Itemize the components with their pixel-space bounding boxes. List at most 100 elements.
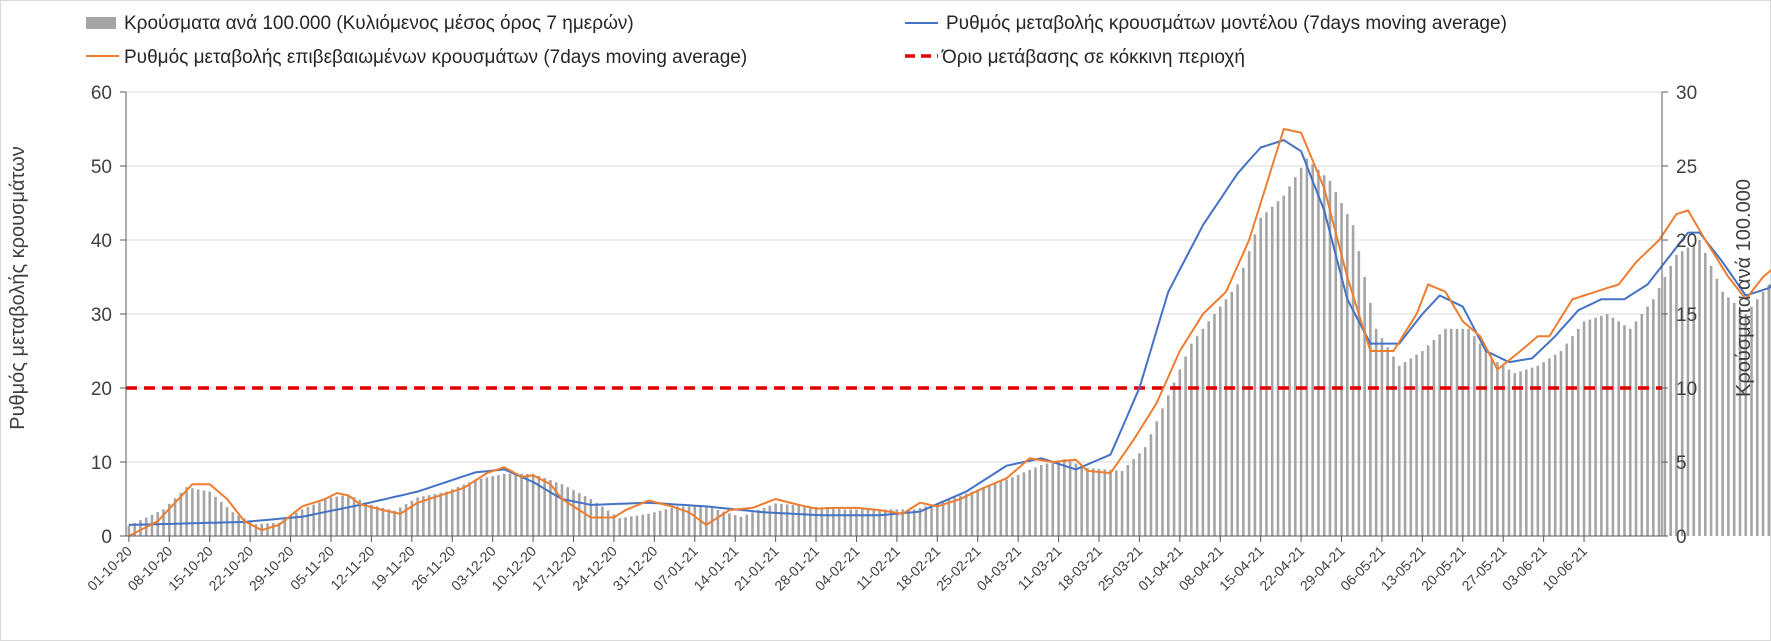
bar (248, 521, 252, 536)
bar (450, 489, 454, 536)
bar (416, 497, 419, 536)
bar (375, 506, 379, 536)
bar (1588, 319, 1592, 536)
bar (941, 501, 945, 536)
bar (1126, 464, 1130, 536)
bar (1386, 347, 1390, 536)
bar (219, 501, 223, 536)
bar (1294, 177, 1297, 536)
right-y-tick-label: 5 (1676, 453, 1687, 474)
bar (832, 508, 835, 536)
bar (1299, 167, 1303, 536)
bar (728, 513, 731, 536)
bar (502, 473, 506, 536)
left-y-tick-label: 0 (101, 527, 112, 548)
bar (982, 487, 985, 536)
bar (872, 509, 876, 536)
bar (1686, 247, 1690, 536)
bar (1276, 201, 1280, 536)
right-y-axis-title: Κρούσματα ανά 100.000 (1733, 179, 1755, 397)
bar (762, 507, 766, 536)
bar (191, 488, 194, 536)
bar (485, 477, 489, 536)
bar (1657, 288, 1661, 536)
bar (774, 503, 777, 536)
bar (1392, 356, 1395, 536)
bar (676, 506, 679, 536)
bar (947, 499, 951, 536)
bar (797, 505, 801, 536)
left-y-tick-label: 50 (91, 157, 112, 178)
bar (1426, 345, 1430, 536)
bar (1715, 278, 1719, 536)
bar (1086, 467, 1089, 536)
legend-label-model-rate: Ρυθμός μεταβολής κρουσμάτων μοντέλου (7d… (946, 13, 1507, 34)
bar (1039, 464, 1043, 536)
bar (283, 519, 287, 536)
bar (1213, 314, 1216, 536)
left-y-tick-label: 30 (91, 305, 112, 326)
bar (1548, 358, 1551, 536)
bar (878, 509, 881, 536)
bar (1397, 365, 1401, 536)
bar (808, 506, 812, 536)
bar (1513, 373, 1517, 536)
bar (1080, 465, 1083, 536)
bar (976, 489, 980, 536)
bar (323, 499, 327, 536)
bar (751, 512, 754, 536)
bar (1282, 195, 1286, 536)
axes (120, 91, 1668, 542)
bar (1161, 408, 1164, 536)
right-y-tick-labels: 0 5 10 15 20 25 30 (1676, 83, 1697, 548)
bar (583, 496, 587, 536)
bar (1201, 328, 1205, 536)
bar (1178, 369, 1182, 536)
bar (647, 513, 650, 536)
bar (670, 507, 673, 536)
bar (491, 476, 494, 536)
bar (1149, 434, 1153, 536)
bar (1421, 351, 1424, 536)
bar (1438, 334, 1441, 536)
bar (889, 509, 893, 536)
bar (757, 510, 760, 536)
bar (456, 486, 460, 536)
bar (1057, 460, 1060, 536)
bar (381, 507, 385, 536)
bar (606, 510, 610, 536)
bar (370, 504, 373, 536)
bar (895, 509, 899, 536)
x-tick-label: 19-11-20 (368, 543, 418, 593)
bar (1357, 251, 1361, 536)
bar (618, 518, 622, 536)
bar (474, 479, 477, 536)
bar (1207, 321, 1211, 536)
bar (1265, 212, 1268, 536)
bar (347, 494, 350, 536)
bar (1317, 169, 1320, 536)
legend-label-confirmed-rate: Ρυθμός μεταβολής επιβεβαιωμένων κρουσμάτ… (124, 47, 747, 68)
bar (329, 497, 333, 536)
left-y-tick-label: 40 (91, 231, 112, 252)
bar (1559, 351, 1563, 536)
bar (1028, 469, 1031, 536)
bar (1184, 356, 1187, 536)
bar (993, 483, 997, 536)
bar (358, 499, 362, 536)
bar (1646, 306, 1649, 536)
bar (1727, 297, 1730, 536)
bar (1351, 225, 1355, 536)
bar (1571, 336, 1574, 536)
bar (1288, 186, 1291, 536)
bar (1409, 358, 1413, 536)
bar (1016, 474, 1020, 536)
bar (1230, 291, 1234, 536)
bar (924, 506, 928, 536)
bar (1120, 470, 1124, 536)
bar (1166, 395, 1170, 536)
legend-label-threshold: Όριο μετάβασης σε κόκκινη περιοχή (941, 47, 1245, 68)
bar (930, 504, 933, 536)
bar (739, 516, 743, 536)
bar (716, 509, 720, 536)
